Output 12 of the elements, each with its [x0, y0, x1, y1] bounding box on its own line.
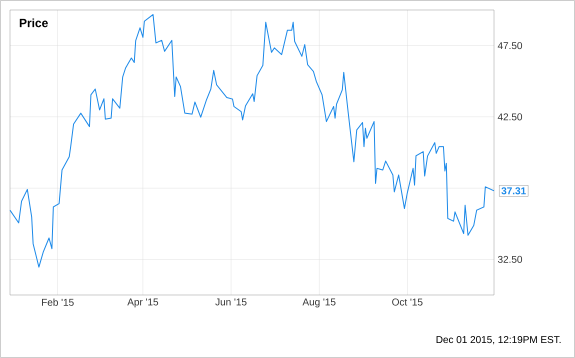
text: Dec 01 2015, 12:19PM EST. — [436, 336, 561, 344]
x-tick-label: Oct '15 — [392, 298, 423, 306]
y-tick-label: 42.50 — [498, 113, 522, 120]
y-tick-label: 32.50 — [498, 256, 522, 263]
x-tick-label: Feb '15 — [42, 298, 74, 306]
text: Price — [20, 18, 48, 28]
x-tick-label: Jun '15 — [215, 298, 247, 306]
x-tick-label: Apr '15 — [127, 298, 158, 308]
annotation: 37.31 — [501, 187, 526, 194]
line-series — [10, 14, 495, 268]
y-tick-label: 47.50 — [498, 42, 522, 50]
x-tick-label: Aug '15 — [302, 298, 336, 308]
